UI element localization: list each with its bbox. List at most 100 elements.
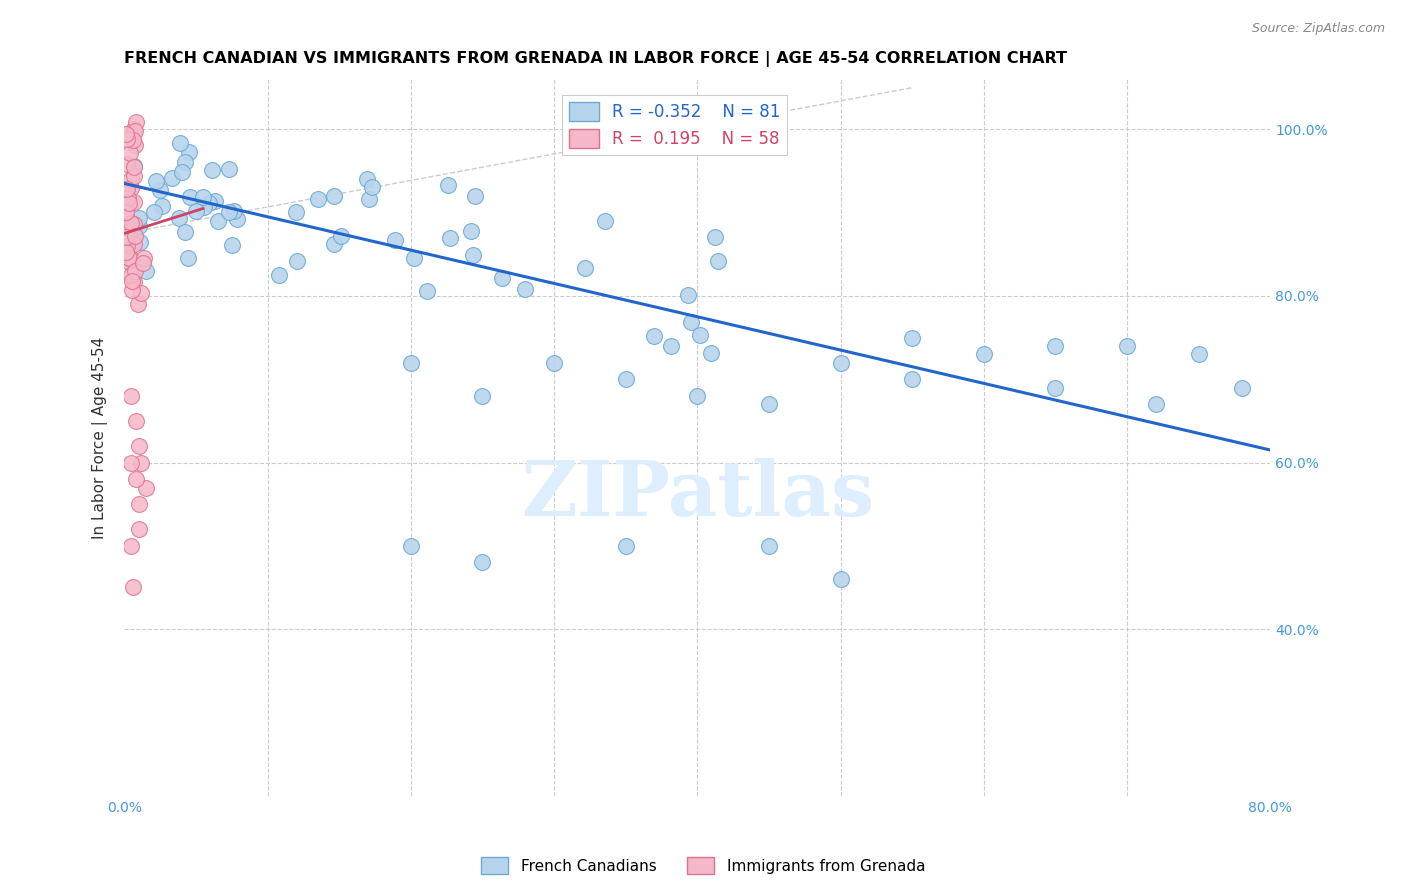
Point xyxy=(127,296,149,310)
Point xyxy=(120,268,142,282)
Text: Source: ZipAtlas.com: Source: ZipAtlas.com xyxy=(1251,22,1385,36)
Y-axis label: In Labor Force | Age 45-54: In Labor Force | Age 45-54 xyxy=(93,336,108,539)
Point xyxy=(124,138,146,153)
Point xyxy=(174,225,197,239)
Point xyxy=(120,216,142,230)
Point xyxy=(121,181,143,195)
Point xyxy=(1188,347,1211,361)
Point xyxy=(170,165,193,179)
Point xyxy=(118,196,141,211)
Point xyxy=(122,275,145,289)
Point xyxy=(307,192,329,206)
Point xyxy=(416,284,439,298)
Point xyxy=(513,282,536,296)
Point xyxy=(122,159,145,173)
Point xyxy=(574,261,596,276)
Legend: French Canadians, Immigrants from Grenada: French Canadians, Immigrants from Grenad… xyxy=(475,851,931,880)
Point xyxy=(461,248,484,262)
Point xyxy=(491,270,513,285)
Point xyxy=(1230,380,1253,394)
Point xyxy=(121,389,143,403)
Point xyxy=(830,355,852,369)
Point xyxy=(179,145,201,160)
Point xyxy=(614,539,637,553)
Point xyxy=(117,252,139,267)
Point xyxy=(145,174,167,188)
Point xyxy=(221,238,243,252)
Point xyxy=(128,439,150,453)
Point xyxy=(124,124,146,138)
Point xyxy=(384,233,406,247)
Point xyxy=(115,182,138,196)
Point xyxy=(122,133,145,147)
Point xyxy=(659,339,682,353)
Point xyxy=(758,539,780,553)
Point xyxy=(193,189,215,203)
Point xyxy=(128,235,150,249)
Point xyxy=(120,146,142,161)
Point xyxy=(115,230,138,244)
Point xyxy=(120,172,142,186)
Point xyxy=(162,170,184,185)
Point xyxy=(439,231,461,245)
Point xyxy=(124,115,146,129)
Point xyxy=(176,251,198,265)
Point xyxy=(134,252,156,266)
Point xyxy=(901,372,924,386)
Point xyxy=(973,347,995,361)
Point xyxy=(330,229,353,244)
Point xyxy=(152,199,174,213)
Point xyxy=(361,179,384,194)
Point xyxy=(758,397,780,411)
Point xyxy=(356,171,378,186)
Point xyxy=(322,237,344,252)
Point xyxy=(198,196,221,211)
Point xyxy=(222,203,245,218)
Point xyxy=(131,456,153,470)
Point xyxy=(128,522,150,536)
Point xyxy=(1144,397,1167,411)
Point xyxy=(121,539,143,553)
Point xyxy=(614,372,637,386)
Point xyxy=(543,355,565,369)
Point xyxy=(706,253,728,268)
Point xyxy=(122,581,145,595)
Point xyxy=(117,254,139,268)
Point xyxy=(204,194,226,209)
Point xyxy=(117,221,139,235)
Point xyxy=(471,389,494,403)
Point xyxy=(676,287,699,301)
Point xyxy=(201,163,224,178)
Point xyxy=(125,472,148,486)
Point xyxy=(593,214,616,228)
Point xyxy=(679,315,702,329)
Point xyxy=(121,283,143,297)
Point xyxy=(117,252,139,266)
Point xyxy=(167,211,190,226)
Point xyxy=(124,228,146,243)
Point xyxy=(285,254,308,268)
Point xyxy=(124,264,146,278)
Point xyxy=(184,204,207,219)
Point xyxy=(135,264,157,278)
Point xyxy=(114,204,136,219)
Point xyxy=(399,539,422,553)
Legend: R = -0.352    N = 81, R =  0.195    N = 58: R = -0.352 N = 81, R = 0.195 N = 58 xyxy=(562,95,787,155)
Point xyxy=(643,329,665,343)
Point xyxy=(169,136,191,150)
Point xyxy=(460,224,482,238)
Point xyxy=(117,157,139,171)
Point xyxy=(699,346,721,360)
Point xyxy=(117,132,139,146)
Point xyxy=(267,268,290,283)
Point xyxy=(174,155,197,169)
Point xyxy=(115,127,138,141)
Point xyxy=(1045,339,1067,353)
Point xyxy=(207,214,229,228)
Point xyxy=(128,497,150,511)
Point xyxy=(149,183,172,197)
Point xyxy=(704,230,727,244)
Point xyxy=(143,205,166,219)
Point xyxy=(284,204,307,219)
Point xyxy=(437,178,460,192)
